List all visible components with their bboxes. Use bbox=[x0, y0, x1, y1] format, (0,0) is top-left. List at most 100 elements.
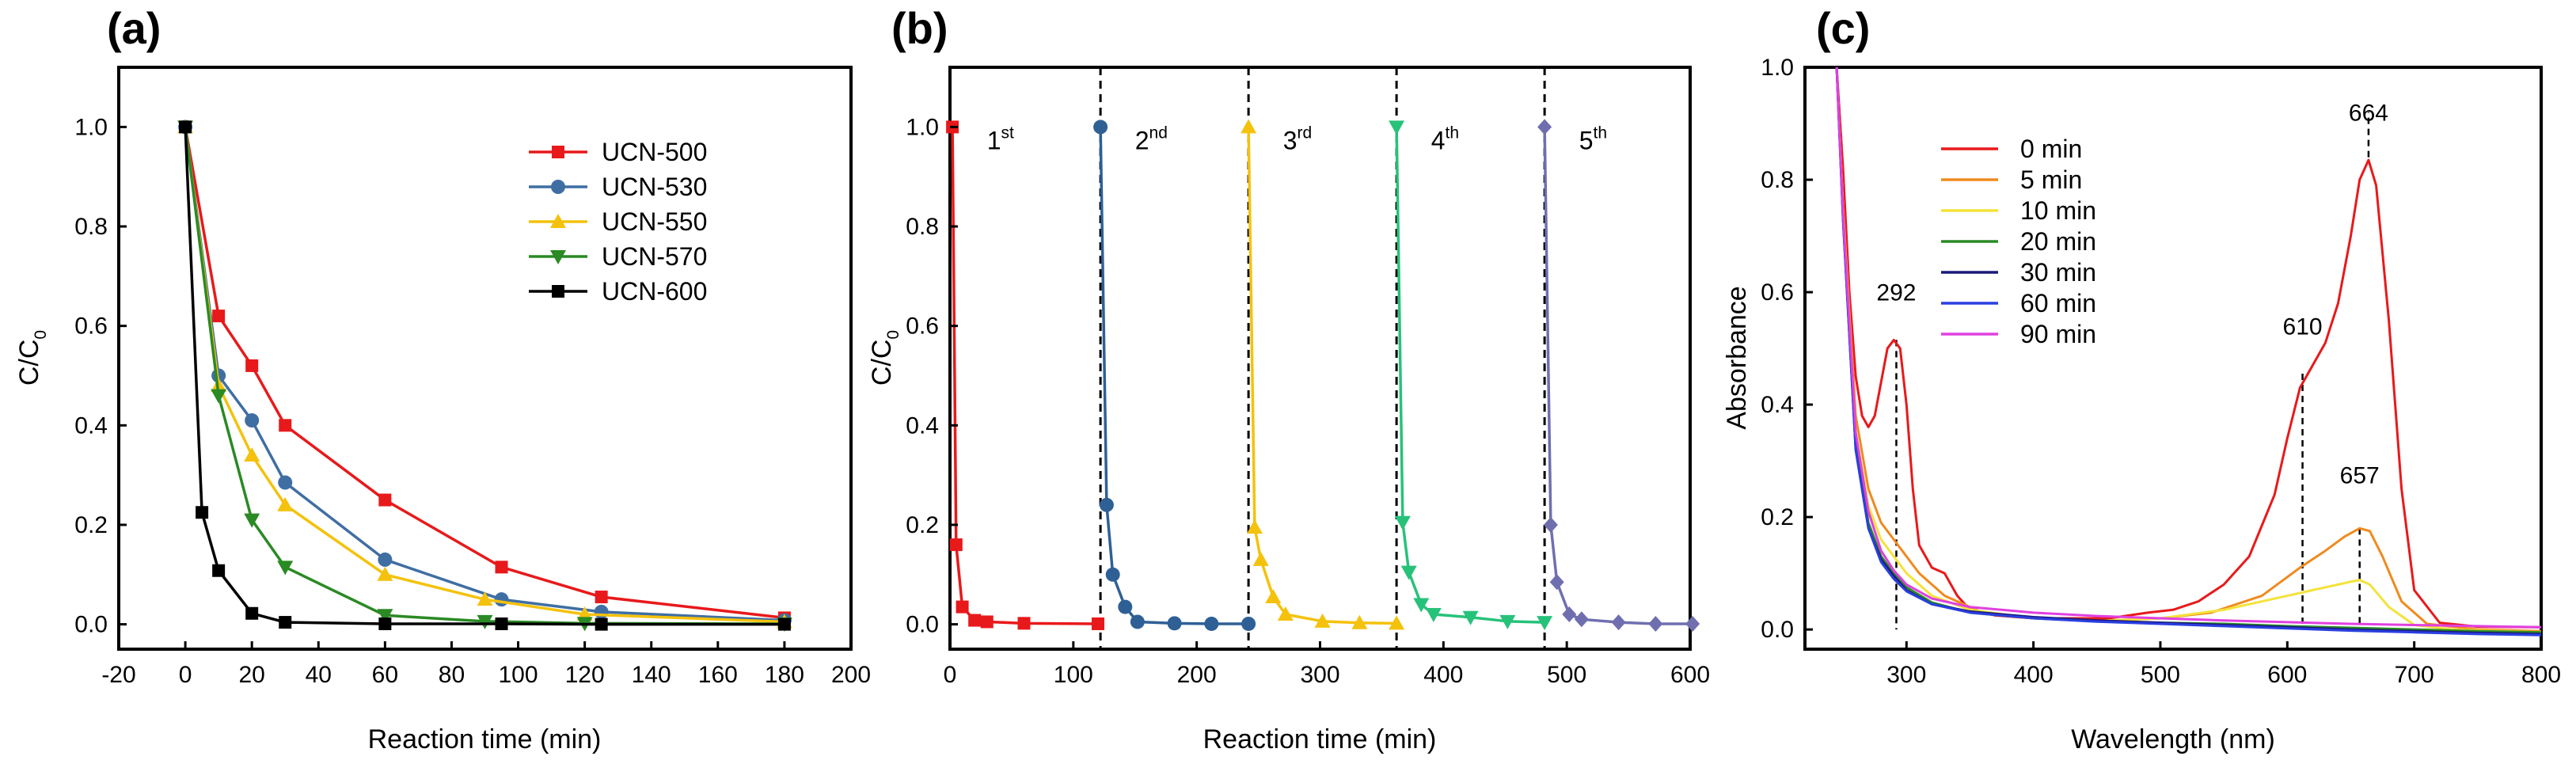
data-point bbox=[245, 359, 259, 372]
x-tick-label: 200 bbox=[831, 662, 871, 688]
legend-label: 0 min bbox=[2020, 135, 2082, 163]
y-tick-label: 0.0 bbox=[1761, 617, 1794, 643]
data-point bbox=[1611, 614, 1626, 631]
y-tick-label: 0.8 bbox=[74, 214, 108, 240]
annotation-label: 292 bbox=[1876, 280, 1916, 306]
data-point bbox=[495, 560, 508, 574]
data-point bbox=[1394, 515, 1411, 530]
cycle-label: 3rd bbox=[1283, 124, 1312, 155]
data-point bbox=[1574, 611, 1589, 628]
panel-b-xlabel: Reaction time (min) bbox=[1203, 724, 1437, 754]
data-point bbox=[1389, 120, 1405, 135]
panel-a-frame bbox=[117, 66, 853, 651]
x-tick-label: 500 bbox=[2141, 662, 2180, 688]
data-point bbox=[968, 614, 982, 627]
data-point bbox=[277, 496, 294, 511]
y-tick-label: 0.2 bbox=[1761, 504, 1794, 530]
data-point bbox=[1017, 617, 1031, 630]
cycle-number: 2 bbox=[1135, 127, 1149, 155]
series-30-min bbox=[1835, 66, 2542, 636]
x-tick-label: 160 bbox=[698, 662, 738, 688]
data-point bbox=[279, 616, 292, 629]
series-ucn-600 bbox=[179, 120, 791, 631]
legend-item: UCN-530 bbox=[529, 173, 707, 201]
y-tick-label: 1.0 bbox=[74, 114, 108, 140]
data-point bbox=[179, 120, 192, 134]
panel-b: (b) 0 100 200 300 400 500 600 0.0 0.2 0.4 0.6 0.8 1.… bbox=[867, 3, 1710, 754]
data-point bbox=[377, 566, 393, 581]
series-line bbox=[951, 127, 1099, 625]
legend-item: 5 min bbox=[1941, 165, 2082, 194]
data-point bbox=[980, 615, 994, 629]
y-tick-label: 0.4 bbox=[1761, 392, 1794, 418]
x-tick-label: 80 bbox=[439, 662, 465, 688]
panel-c-xlabel: Wavelength (nm) bbox=[2071, 724, 2275, 754]
y-tick-label: 0.6 bbox=[74, 314, 108, 340]
data-point bbox=[594, 604, 609, 619]
data-point bbox=[595, 591, 608, 604]
x-tick-label: 40 bbox=[306, 662, 332, 688]
series-cycle-5 bbox=[1537, 119, 1700, 632]
y-tick-label: 1.0 bbox=[1761, 55, 1794, 81]
legend-item: UCN-550 bbox=[529, 207, 707, 236]
data-point bbox=[245, 606, 259, 620]
legend-item: UCN-570 bbox=[529, 242, 707, 271]
x-tick-label: 400 bbox=[2014, 662, 2054, 688]
series-0-min bbox=[1835, 66, 2542, 629]
cycle-ordinal: rd bbox=[1297, 124, 1313, 142]
x-tick-label: -20 bbox=[101, 662, 135, 688]
data-point bbox=[1099, 497, 1114, 512]
cycle-label: 2nd bbox=[1135, 124, 1168, 155]
panel-a-xlabel: Reaction time (min) bbox=[368, 724, 602, 754]
y-tick-label: 0.4 bbox=[906, 412, 939, 439]
data-point bbox=[1204, 616, 1219, 631]
cycle-number: 5 bbox=[1579, 127, 1594, 155]
cycle-number: 3 bbox=[1283, 127, 1297, 155]
y-tick-label: 1.0 bbox=[906, 114, 939, 140]
series-60-min bbox=[1835, 66, 2542, 636]
data-point bbox=[1105, 567, 1120, 582]
legend-item: 10 min bbox=[1941, 196, 2096, 225]
x-tick-label: 600 bbox=[1670, 662, 1710, 688]
legend-label: 60 min bbox=[2020, 289, 2096, 317]
data-point bbox=[1351, 614, 1368, 629]
panel-b-label: (b) bbox=[891, 3, 948, 53]
series-90-min bbox=[1835, 66, 2542, 629]
panel-c: (c) 292 610 664 657 300 400 500 600 700 800 0.0 0.… bbox=[1722, 3, 2561, 754]
legend-label: 20 min bbox=[2020, 227, 2096, 256]
data-point bbox=[956, 600, 969, 614]
x-tick-label: 500 bbox=[1547, 662, 1586, 688]
x-tick-label: 0 bbox=[179, 662, 192, 688]
panel-b-ticks: 0 100 200 300 400 500 600 0.0 0.2 0.4 0.6 0.8 1.0 bbox=[906, 114, 1710, 688]
legend-label: 10 min bbox=[2020, 196, 2096, 225]
x-tick-label: 20 bbox=[238, 662, 264, 688]
data-point bbox=[1400, 565, 1417, 580]
x-tick-label: 180 bbox=[765, 662, 804, 688]
panel-b-ylabel-main: C/C bbox=[867, 340, 897, 386]
data-point bbox=[211, 389, 227, 404]
data-point bbox=[279, 419, 292, 432]
x-tick-label: 700 bbox=[2395, 662, 2434, 688]
data-point bbox=[1499, 614, 1516, 629]
panel-a: (a) -20 0 20 40 60 80 100 120 140 160 180 200 0.0 0.2… bbox=[14, 3, 871, 754]
data-point bbox=[1648, 615, 1663, 632]
data-point bbox=[1314, 613, 1331, 628]
data-point bbox=[1389, 615, 1405, 630]
panel-b-ylabel-sub: 0 bbox=[884, 330, 902, 340]
series-line bbox=[1247, 127, 1397, 625]
panel-c-annotations: 292 610 664 657 bbox=[1876, 100, 2388, 630]
panel-a-series bbox=[177, 119, 792, 632]
y-tick-label: 0.4 bbox=[74, 412, 108, 439]
data-point bbox=[1537, 119, 1552, 135]
series-line bbox=[184, 127, 785, 620]
series-line bbox=[1395, 127, 1545, 624]
data-point bbox=[378, 552, 393, 567]
x-tick-label: 120 bbox=[565, 662, 605, 688]
panel-c-ylabel: Absorbance bbox=[1722, 286, 1752, 429]
x-tick-label: 200 bbox=[1177, 662, 1217, 688]
legend-item: 30 min bbox=[1941, 258, 2096, 287]
cycle-number: 1 bbox=[987, 127, 1001, 155]
series-line bbox=[184, 127, 785, 624]
